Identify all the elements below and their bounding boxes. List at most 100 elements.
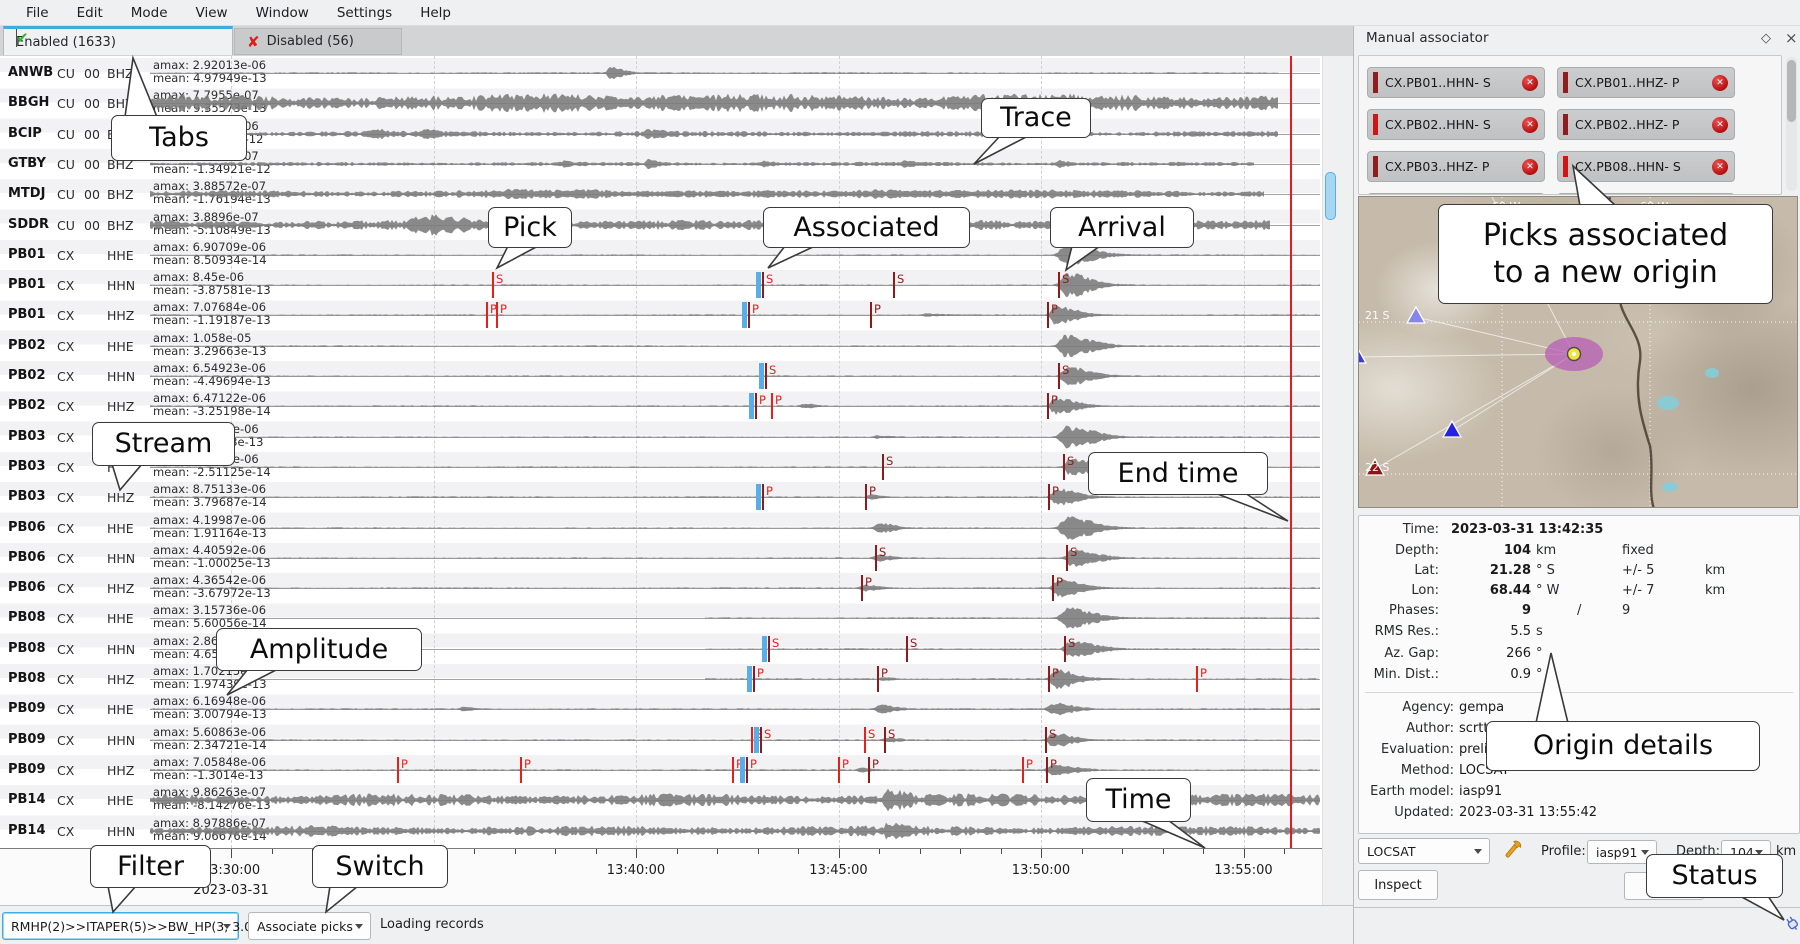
remove-pick-icon[interactable]: ✕	[1522, 75, 1538, 91]
associated-pick-chip[interactable]: CX.PB08..HHN- S ✕	[1557, 151, 1735, 182]
trace-row-PB06-HHE[interactable]: PB06 CX HHE amax: 4.19987e-06 mean: 1.91164e…	[0, 513, 1320, 543]
associated-pick-chip[interactable]: CX.PB03..HHZ- P ✕	[1367, 151, 1545, 182]
pick-marker[interactable]	[762, 484, 765, 511]
menu-item-help[interactable]: Help	[420, 4, 451, 21]
pick-marker[interactable]	[748, 302, 751, 329]
remove-pick-icon[interactable]: ✕	[1712, 75, 1728, 91]
pick-marker[interactable]	[771, 393, 774, 420]
arrival-marker[interactable]	[1047, 302, 1050, 329]
trace-row-PB08-HHZ[interactable]: PB08 CX HHZ amax: 1.70215e-05 mean: 1.97439e…	[0, 664, 1320, 694]
trace-row-PB06-HHZ[interactable]: PB06 CX HHZ amax: 4.36542e-06 mean: -3.67972…	[0, 573, 1320, 603]
pick-marker[interactable]	[838, 756, 841, 783]
tab-enabled[interactable]: ✔ Enabled (1633)	[3, 26, 233, 55]
associated-pick-chip[interactable]: CX.PB01..HHN- S ✕	[1367, 67, 1545, 98]
mode-switch-combobox[interactable]: Associate picks	[248, 912, 371, 940]
trace-row-PB08-HHN[interactable]: PB08 CX HHN amax: 2.86412e-06 mean: 4.65873e…	[0, 634, 1320, 664]
arrival-marker[interactable]	[1045, 726, 1048, 753]
trace-row-MTDJ-BHZ[interactable]: MTDJ CU 00 BHZ amax: 3.88572e-07 mean: -1.761…	[0, 179, 1320, 209]
associated-pick-marker[interactable]	[740, 756, 745, 783]
trace-row-PB01-HHZ[interactable]: PB01 CX HHZ amax: 7.07684e-06 mean: -1.19187…	[0, 300, 1320, 330]
locator-combobox[interactable]: LOCSAT	[1358, 838, 1490, 864]
arrival-marker[interactable]	[1048, 484, 1051, 511]
associated-pick-marker[interactable]	[749, 393, 754, 420]
arrival-marker[interactable]	[884, 726, 887, 753]
arrival-marker[interactable]	[870, 302, 873, 329]
picks-scrollbar-handle[interactable]	[1787, 60, 1796, 122]
trace-row-PB02-HHN[interactable]: PB02 CX HHN amax: 6.54923e-06 mean: -4.49694…	[0, 361, 1320, 391]
pick-marker[interactable]	[486, 302, 489, 329]
pick-marker[interactable]	[864, 726, 867, 753]
trace-row-PB02-HHE[interactable]: PB02 CX HHE amax: 1.058e-05 mean: 3.29663e-1…	[0, 331, 1320, 361]
menu-item-settings[interactable]: Settings	[336, 4, 393, 21]
trace-row-PB06-HHN[interactable]: PB06 CX HHN amax: 4.40592e-06 mean: -1.00025…	[0, 543, 1320, 573]
trace-row-PB01-HHE[interactable]: PB01 CX HHE amax: 6.90709e-06 mean: 8.50934e…	[0, 240, 1320, 270]
float-panel-icon[interactable]: ◇	[1761, 31, 1771, 46]
associated-pick-marker[interactable]	[762, 635, 767, 662]
menu-item-mode[interactable]: Mode	[130, 4, 168, 21]
menu-item-file[interactable]: File	[26, 4, 49, 21]
associated-pick-marker[interactable]	[747, 666, 752, 692]
arrival-marker[interactable]	[893, 272, 896, 299]
remove-pick-icon[interactable]: ✕	[1522, 159, 1538, 175]
remove-pick-icon[interactable]: ✕	[1712, 159, 1728, 175]
trace-row-PB09-HHN[interactable]: PB09 CX HHN amax: 5.60863e-06 mean: 2.34721e…	[0, 725, 1320, 755]
arrival-marker[interactable]	[868, 756, 871, 783]
tab-disabled[interactable]: ✘ Disabled (56)	[234, 28, 402, 55]
picks-scrollbar[interactable]	[1786, 57, 1797, 191]
trace-scrollbar[interactable]	[1322, 56, 1337, 905]
pick-marker[interactable]	[732, 756, 735, 783]
trace-row-PB09-HHE[interactable]: PB09 CX HHE amax: 6.16948e-06 mean: 3.00794e…	[0, 694, 1320, 724]
arrival-marker[interactable]	[877, 666, 880, 692]
pick-marker[interactable]	[492, 272, 495, 299]
menu-item-window[interactable]: Window	[255, 4, 309, 21]
arrival-marker[interactable]	[861, 575, 864, 602]
arrival-marker[interactable]	[1058, 363, 1061, 389]
inspect-button[interactable]: Inspect	[1358, 870, 1438, 900]
trace-row-SDDR-BHZ[interactable]: SDDR CU 00 BHZ amax: 3.8896e-07 mean: -5.1084…	[0, 210, 1320, 240]
associated-pick-marker[interactable]	[754, 726, 759, 753]
pick-marker[interactable]	[397, 756, 400, 783]
associated-pick-chip[interactable]: CX.PB02..HHN- S ✕	[1367, 109, 1545, 140]
associated-pick-chip[interactable]: CX.PB02..HHZ- P ✕	[1557, 109, 1735, 140]
menu-item-edit[interactable]: Edit	[76, 4, 103, 21]
pick-marker[interactable]	[496, 302, 499, 329]
arrival-marker[interactable]	[1066, 544, 1069, 571]
arrival-marker[interactable]	[865, 484, 868, 511]
trace-row-PB03-HHZ[interactable]: PB03 CX HHZ amax: 8.75133e-06 mean: 3.79687e…	[0, 482, 1320, 512]
pick-marker[interactable]	[520, 756, 523, 783]
arrival-marker[interactable]	[882, 453, 885, 480]
associated-pick-marker[interactable]	[756, 484, 761, 511]
menu-item-view[interactable]: View	[195, 4, 228, 21]
trace-row-PB01-HHN[interactable]: PB01 CX HHN amax: 8.45e-06 mean: -3.87581e-1…	[0, 270, 1320, 300]
associated-pick-chip[interactable]	[1557, 193, 1735, 194]
pick-marker[interactable]	[1196, 666, 1199, 692]
associated-pick-chip[interactable]: CX.PB01..HHZ- P ✕	[1557, 67, 1735, 98]
arrival-marker[interactable]	[1052, 575, 1055, 602]
pick-marker[interactable]	[753, 666, 756, 692]
locator-settings-icon[interactable]	[1499, 840, 1523, 862]
arrival-marker[interactable]	[875, 544, 878, 571]
arrival-marker[interactable]	[1058, 272, 1061, 299]
remove-pick-icon[interactable]: ✕	[1522, 117, 1538, 133]
pick-marker[interactable]	[1022, 756, 1025, 783]
pick-marker[interactable]	[751, 726, 754, 753]
arrival-marker[interactable]	[1064, 635, 1067, 662]
pick-marker[interactable]	[746, 756, 749, 783]
trace-row-PB08-HHE[interactable]: PB08 CX HHE amax: 3.15736e-06 mean: 5.60056e…	[0, 603, 1320, 633]
pick-marker[interactable]	[762, 272, 765, 299]
close-panel-icon[interactable]: ×	[1785, 29, 1798, 47]
associated-pick-marker[interactable]	[756, 272, 761, 299]
trace-row-PB09-HHZ[interactable]: PB09 CX HHZ amax: 7.05848e-06 mean: -1.3014e…	[0, 755, 1320, 785]
pick-marker[interactable]	[765, 363, 768, 389]
trace-row-PB02-HHZ[interactable]: PB02 CX HHZ amax: 6.47122e-06 mean: -3.25198…	[0, 391, 1320, 421]
arrival-marker[interactable]	[1046, 756, 1049, 783]
associated-pick-marker[interactable]	[759, 363, 764, 389]
associated-pick-marker[interactable]	[742, 302, 747, 329]
associated-pick-chip[interactable]	[1367, 193, 1545, 194]
trace-row-PB14-HHE[interactable]: PB14 CX HHE amax: 9.86263e-07 mean: -8.14276…	[0, 785, 1320, 815]
pick-marker[interactable]	[760, 726, 763, 753]
remove-pick-icon[interactable]: ✕	[1712, 117, 1728, 133]
profile-combobox[interactable]: iasp91	[1587, 840, 1657, 864]
arrival-marker[interactable]	[1063, 453, 1066, 480]
trace-scrollbar-handle[interactable]	[1325, 172, 1336, 220]
